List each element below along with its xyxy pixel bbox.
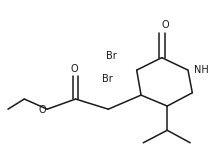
Text: O: O — [38, 105, 46, 115]
Text: O: O — [71, 64, 78, 74]
Text: O: O — [161, 20, 169, 30]
Text: NH: NH — [194, 65, 209, 75]
Text: Br: Br — [102, 74, 113, 84]
Text: Br: Br — [106, 51, 117, 61]
